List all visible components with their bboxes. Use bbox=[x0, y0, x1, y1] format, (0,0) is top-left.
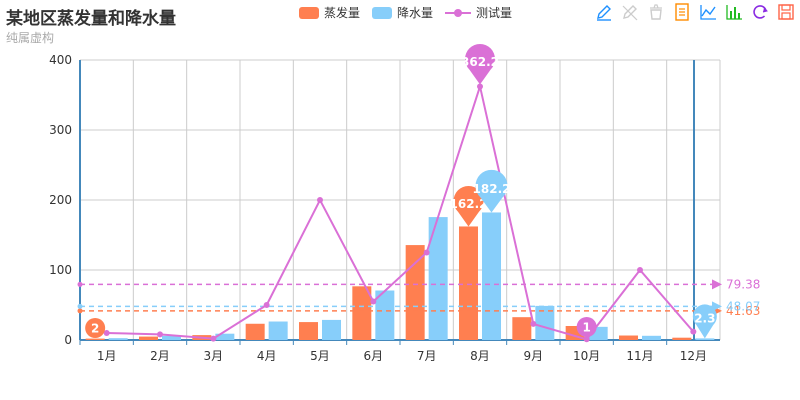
average-line-arrow bbox=[712, 301, 722, 312]
bar[interactable] bbox=[695, 338, 715, 340]
x-tick-label: 8月 bbox=[470, 349, 490, 363]
bar[interactable] bbox=[619, 335, 638, 340]
x-tick-label: 6月 bbox=[364, 349, 384, 363]
marker-pin[interactable] bbox=[475, 169, 508, 213]
bar[interactable] bbox=[245, 323, 265, 340]
legend-label-precipitation: 降水量 bbox=[397, 6, 434, 20]
bar[interactable] bbox=[535, 305, 555, 340]
y-tick-label: 100 bbox=[49, 263, 72, 277]
x-tick-label: 5月 bbox=[310, 349, 330, 363]
marker-label: 1 bbox=[582, 320, 590, 334]
data-view-icon[interactable] bbox=[672, 2, 692, 22]
line-point[interactable] bbox=[530, 320, 537, 327]
bar[interactable] bbox=[108, 338, 128, 340]
restore-icon[interactable] bbox=[750, 2, 770, 22]
x-tick-label: 1月 bbox=[97, 349, 117, 363]
bar[interactable] bbox=[215, 333, 235, 340]
average-line-start bbox=[77, 303, 83, 309]
bar[interactable] bbox=[268, 321, 288, 340]
y-tick-label: 200 bbox=[49, 193, 72, 207]
legend-swatch-test bbox=[445, 7, 472, 19]
x-tick-label: 3月 bbox=[204, 349, 224, 363]
y-tick-label: 0 bbox=[64, 333, 72, 347]
marker-label: 2 bbox=[91, 321, 99, 335]
save-image-icon[interactable] bbox=[776, 2, 796, 22]
bar[interactable] bbox=[375, 290, 395, 340]
line-point[interactable] bbox=[263, 302, 270, 308]
mark-undo-icon[interactable] bbox=[620, 2, 640, 22]
bar-chart-icon[interactable] bbox=[724, 2, 744, 22]
marker-bubble[interactable] bbox=[576, 317, 597, 337]
line-chart-icon[interactable] bbox=[698, 2, 718, 22]
legend-label-test: 测试量 bbox=[476, 6, 513, 20]
line-point[interactable] bbox=[637, 267, 643, 273]
bar[interactable] bbox=[512, 317, 532, 340]
line-point[interactable] bbox=[583, 336, 590, 343]
bar[interactable] bbox=[405, 245, 425, 340]
marker-label: 162.2 bbox=[450, 197, 488, 211]
bar[interactable] bbox=[352, 286, 372, 340]
legend-swatch-evaporation bbox=[299, 6, 319, 19]
bar[interactable] bbox=[672, 337, 692, 340]
bar[interactable] bbox=[162, 335, 181, 340]
bar[interactable] bbox=[322, 319, 341, 340]
average-label: 79.38 bbox=[726, 277, 760, 291]
line-point[interactable] bbox=[317, 197, 323, 203]
x-tick-label: 12月 bbox=[680, 349, 707, 363]
line-point[interactable] bbox=[690, 328, 697, 335]
bar[interactable] bbox=[299, 322, 318, 340]
x-tick-label: 2月 bbox=[150, 349, 170, 363]
marker-pin[interactable] bbox=[692, 304, 717, 339]
legend-item-test[interactable]: 测试量 bbox=[445, 4, 512, 21]
line-point[interactable] bbox=[210, 335, 217, 342]
mark-clear-icon[interactable] bbox=[646, 2, 666, 22]
x-tick-label: 11月 bbox=[626, 349, 653, 363]
line-point[interactable] bbox=[157, 331, 163, 338]
legend-item-evaporation[interactable]: 蒸发量 bbox=[299, 4, 360, 21]
average-label: 41.63 bbox=[726, 304, 760, 318]
marker-pin[interactable] bbox=[453, 185, 484, 227]
marker-label: 2.3 bbox=[694, 312, 715, 326]
marker-bubble[interactable] bbox=[85, 318, 106, 338]
toolbox bbox=[594, 2, 796, 22]
average-label: 48.07 bbox=[726, 299, 760, 313]
x-tick-label: 10月 bbox=[573, 349, 600, 363]
y-tick-label: 400 bbox=[49, 53, 72, 67]
y-tick-label: 300 bbox=[49, 123, 72, 137]
x-tick-label: 9月 bbox=[524, 349, 544, 363]
legend: 蒸发量 降水量 测试量 bbox=[299, 4, 512, 21]
legend-item-precipitation[interactable]: 降水量 bbox=[372, 4, 433, 21]
average-line-start bbox=[77, 308, 83, 314]
line-point[interactable] bbox=[477, 83, 483, 90]
marker-label: 362.2 bbox=[461, 55, 499, 69]
bar[interactable] bbox=[85, 338, 105, 340]
line-point[interactable] bbox=[370, 298, 377, 305]
x-tick-label: 7月 bbox=[417, 349, 437, 363]
average-line-start bbox=[77, 281, 83, 287]
bar[interactable] bbox=[139, 336, 158, 340]
legend-swatch-precipitation bbox=[372, 6, 393, 19]
chart-subtitle: 纯属虚构 bbox=[6, 31, 55, 45]
x-tick-label: 4月 bbox=[257, 349, 277, 363]
bar[interactable] bbox=[428, 217, 448, 340]
line-point[interactable] bbox=[103, 330, 110, 336]
marker-pin[interactable] bbox=[464, 43, 496, 85]
line-point[interactable] bbox=[423, 249, 430, 256]
bar[interactable] bbox=[642, 335, 661, 340]
marker-label: 182.2 bbox=[473, 182, 511, 196]
legend-label-evaporation: 蒸发量 bbox=[324, 6, 361, 20]
bar[interactable] bbox=[482, 212, 501, 340]
mark-icon[interactable] bbox=[594, 2, 614, 22]
chart-title: 某地区蒸发量和降水量 bbox=[6, 9, 176, 29]
bar[interactable] bbox=[459, 226, 478, 340]
average-line-arrow bbox=[712, 279, 722, 290]
